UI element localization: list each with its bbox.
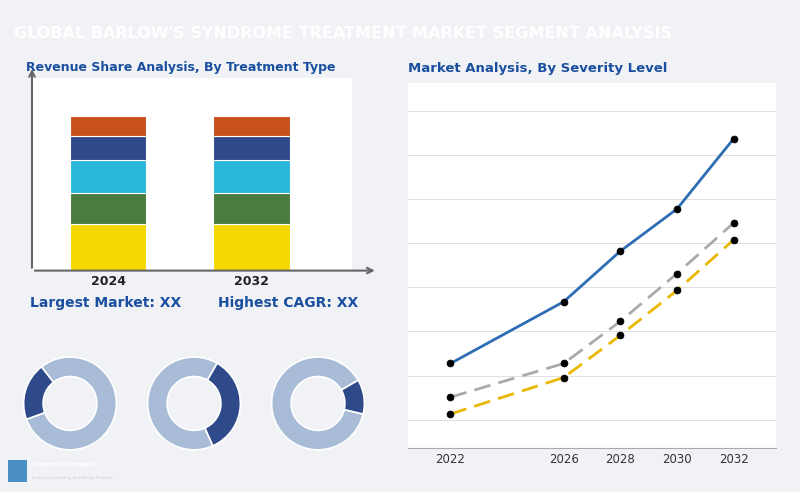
Text: Business Consulting and Market Research: Business Consulting and Market Research [32, 476, 114, 480]
Text: Highest CAGR: XX: Highest CAGR: XX [218, 296, 358, 309]
Wedge shape [205, 363, 240, 446]
Bar [70, 224, 146, 271]
Wedge shape [272, 357, 363, 450]
Text: Largest Market: XX: Largest Market: XX [30, 296, 182, 309]
Text: Market Analysis, By Severity Level: Market Analysis, By Severity Level [408, 62, 667, 75]
Bar [214, 193, 290, 224]
Bar [70, 116, 146, 136]
Bar [70, 160, 146, 193]
Text: GLOBAL BARLOW'S SYNDROME TREATMENT MARKET SEGMENT ANALYSIS: GLOBAL BARLOW'S SYNDROME TREATMENT MARKE… [14, 26, 672, 41]
Bar [214, 116, 290, 136]
Text: Revenue Share Analysis, By Treatment Type: Revenue Share Analysis, By Treatment Typ… [26, 61, 335, 74]
Bar [70, 193, 146, 224]
Wedge shape [342, 380, 364, 414]
Bar [70, 136, 146, 160]
Bar [214, 224, 290, 271]
Text: Reports and Insights: Reports and Insights [32, 461, 94, 466]
Bar [214, 160, 290, 193]
Wedge shape [24, 367, 54, 419]
Bar [8, 460, 27, 482]
Bar [214, 136, 290, 160]
Wedge shape [148, 357, 217, 450]
Wedge shape [26, 357, 116, 450]
